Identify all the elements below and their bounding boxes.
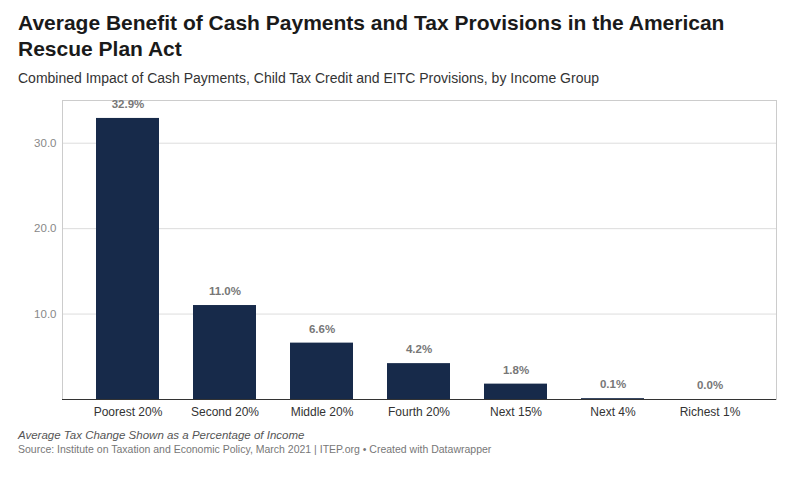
svg-text:Middle 20%: Middle 20% bbox=[291, 405, 354, 419]
svg-text:Richest 1%: Richest 1% bbox=[680, 405, 741, 419]
svg-text:0.0%: 0.0% bbox=[697, 379, 723, 391]
svg-text:20.0: 20.0 bbox=[34, 222, 56, 234]
svg-text:4.2%: 4.2% bbox=[406, 343, 432, 355]
svg-text:Second 20%: Second 20% bbox=[191, 405, 259, 419]
html-text:Average Tax Change Shown as a: Average Tax Change Shown as a Percentage… bbox=[18, 429, 305, 441]
svg-text:10.0: 10.0 bbox=[34, 308, 56, 320]
svg-text:32.9%: 32.9% bbox=[112, 98, 145, 110]
svg-text:Fourth 20%: Fourth 20% bbox=[388, 405, 450, 419]
svg-text:30.0: 30.0 bbox=[34, 137, 56, 149]
svg-text:0.1%: 0.1% bbox=[600, 378, 626, 390]
html-text:Average Benefit of Cash Paymen: Average Benefit of Cash Payments and Tax… bbox=[18, 11, 725, 60]
html-text:Combined Impact of Cash Paymen: Combined Impact of Cash Payments, Child … bbox=[18, 70, 599, 86]
html-text:Source: Institute on Taxation: Source: Institute on Taxation and Econom… bbox=[18, 443, 492, 455]
svg-text:6.6%: 6.6% bbox=[309, 323, 335, 335]
svg-text:1.8%: 1.8% bbox=[503, 364, 529, 376]
svg-text:11.0%: 11.0% bbox=[209, 285, 241, 297]
svg-text:Next 4%: Next 4% bbox=[590, 405, 636, 419]
svg-text:Next 15%: Next 15% bbox=[490, 405, 542, 419]
svg-text:Poorest 20%: Poorest 20% bbox=[94, 405, 163, 419]
